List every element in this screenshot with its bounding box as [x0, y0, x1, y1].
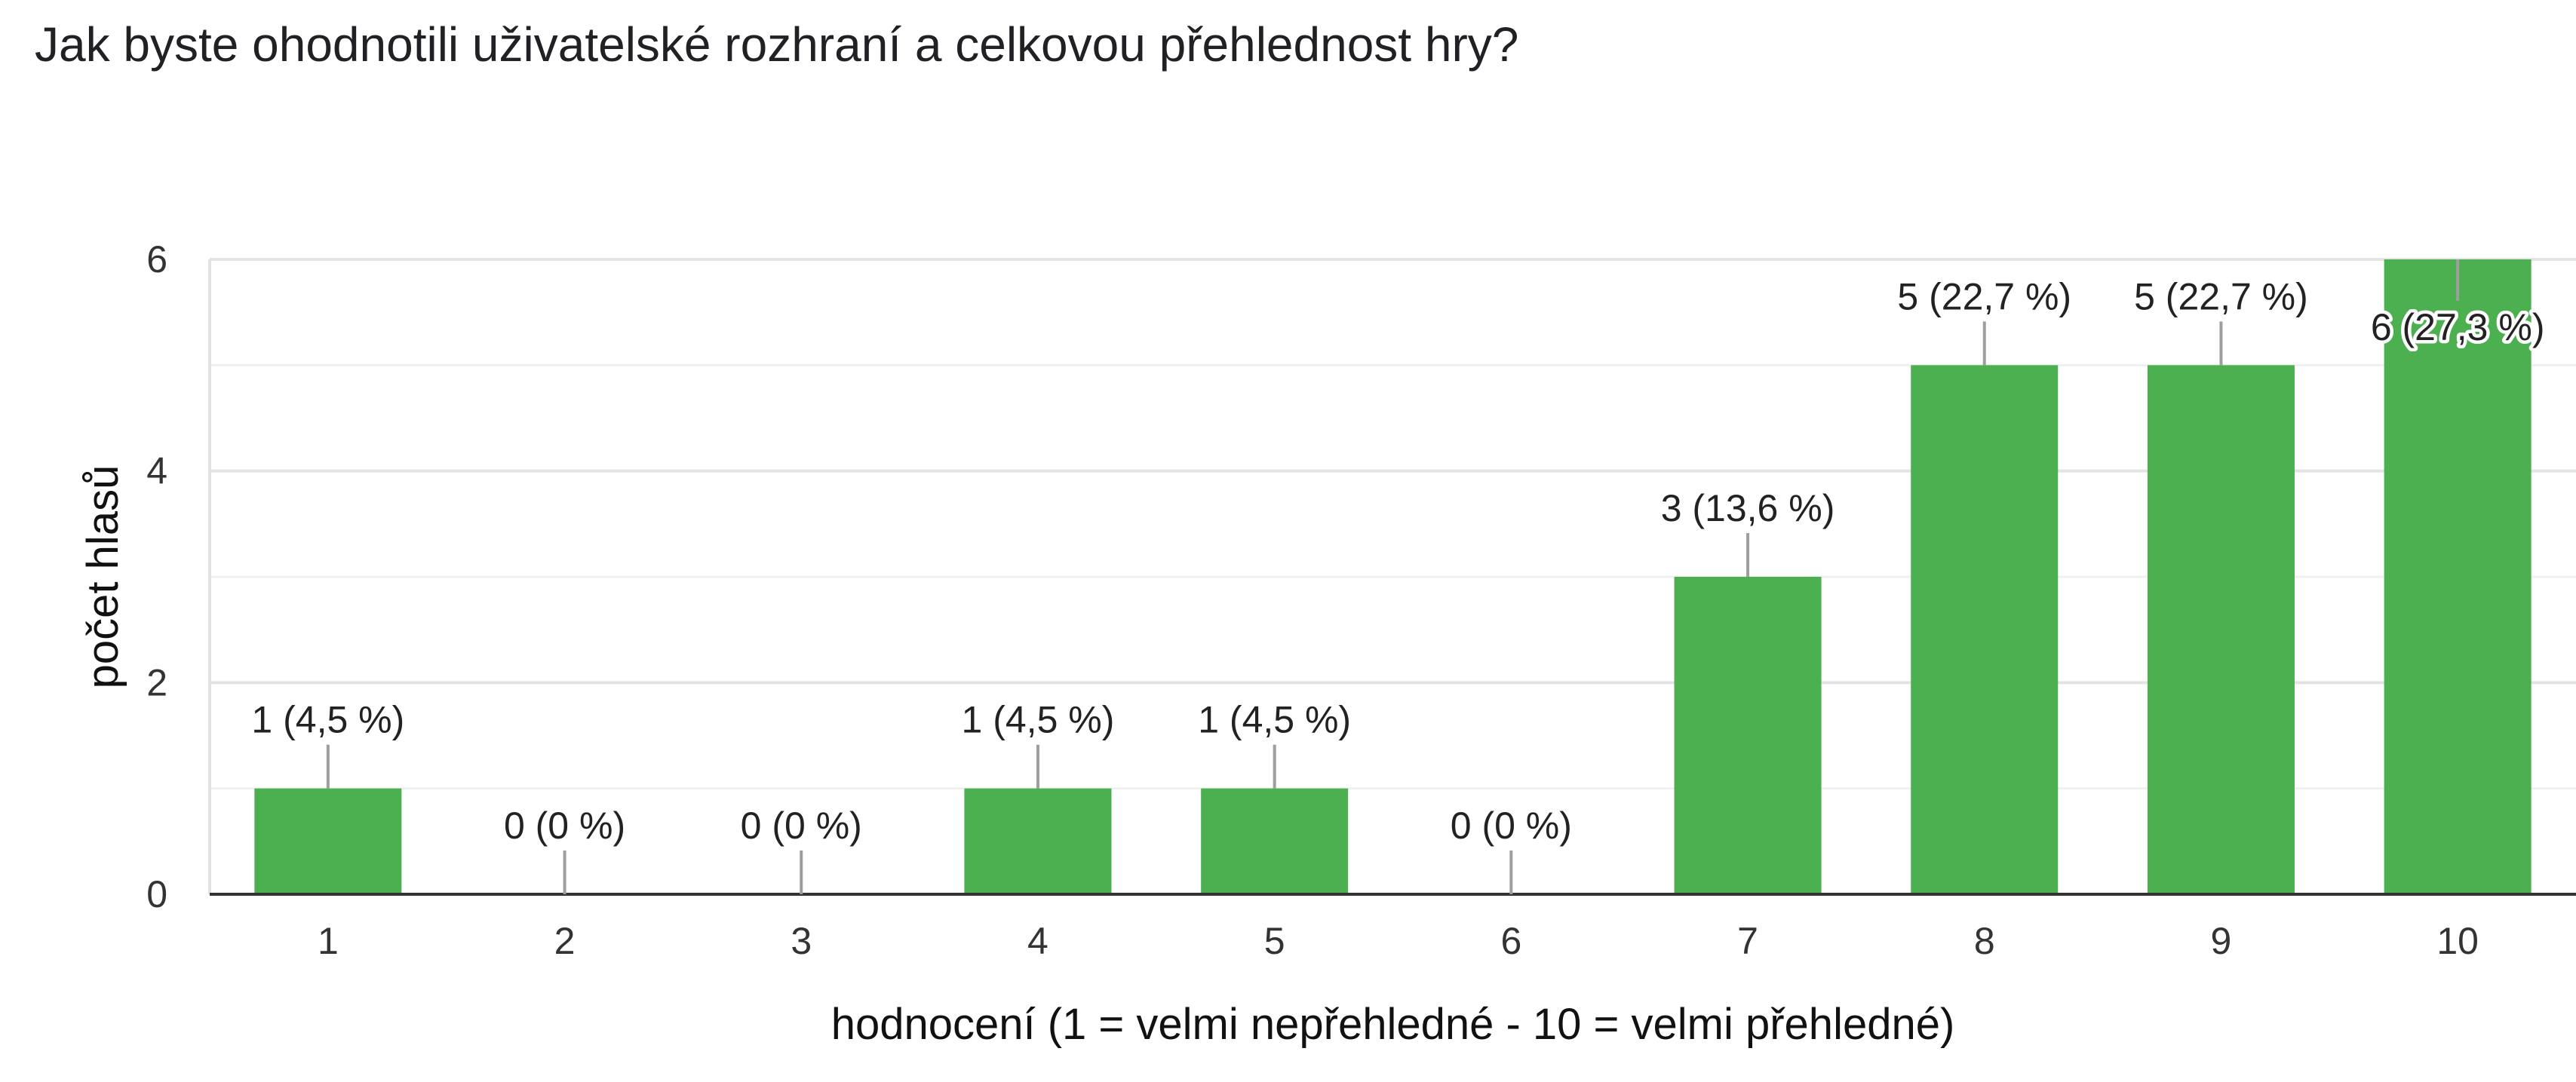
- data-label: 1 (4,5 %): [962, 699, 1115, 741]
- x-tick-label: 4: [1027, 920, 1049, 962]
- bar: [2384, 259, 2531, 894]
- y-axis-title: počet hlasů: [78, 465, 127, 689]
- x-tick-label: 8: [1974, 920, 1995, 962]
- data-label: 0 (0 %): [1451, 805, 1572, 847]
- bar: [254, 788, 402, 894]
- y-tick-label: 0: [146, 873, 167, 915]
- data-label: 6 (27,3 %): [2371, 306, 2545, 348]
- x-tick-label: 7: [1737, 920, 1758, 962]
- x-tick-label: 9: [2211, 920, 2232, 962]
- data-label: 1 (4,5 %): [251, 699, 404, 741]
- data-label: 5 (22,7 %): [2134, 275, 2308, 317]
- x-tick-label: 5: [1264, 920, 1285, 962]
- bar: [964, 788, 1112, 894]
- x-tick-label: 3: [791, 920, 812, 962]
- bar: [1201, 788, 1349, 894]
- bars: [254, 259, 2531, 894]
- gridlines: [208, 258, 2576, 894]
- data-label: 0 (0 %): [504, 805, 625, 847]
- data-labels: 1 (4,5 %) 0 (0 %) 0 (0 %) 1 (4,5 %) 1 (4,5 %…: [251, 259, 2548, 894]
- chart-title: Jak byste ohodnotili uživatelské rozhran…: [35, 17, 1519, 72]
- y-tick-label: 4: [146, 450, 167, 492]
- bar: [1674, 577, 1822, 894]
- x-tick-label: 6: [1500, 920, 1521, 962]
- data-label: 3 (13,6 %): [1661, 487, 1835, 529]
- bar: [2147, 365, 2295, 894]
- x-tick-label: 2: [554, 920, 576, 962]
- data-label: 5 (22,7 %): [1897, 275, 2071, 317]
- y-tick-label: 6: [146, 238, 167, 280]
- data-label: 0 (0 %): [741, 805, 862, 847]
- x-tick-label: 1: [318, 920, 339, 962]
- bar: [1911, 365, 2059, 894]
- axes: 0 2 4 6 1 2 3 4 5 6 7 8 9 10: [146, 238, 2576, 962]
- y-tick-label: 2: [146, 661, 167, 703]
- data-label: 1 (4,5 %): [1198, 699, 1351, 741]
- x-axis-title: hodnocení (1 = velmi nepřehledné - 10 = …: [831, 1000, 1955, 1049]
- x-tick-label: 10: [2436, 920, 2479, 962]
